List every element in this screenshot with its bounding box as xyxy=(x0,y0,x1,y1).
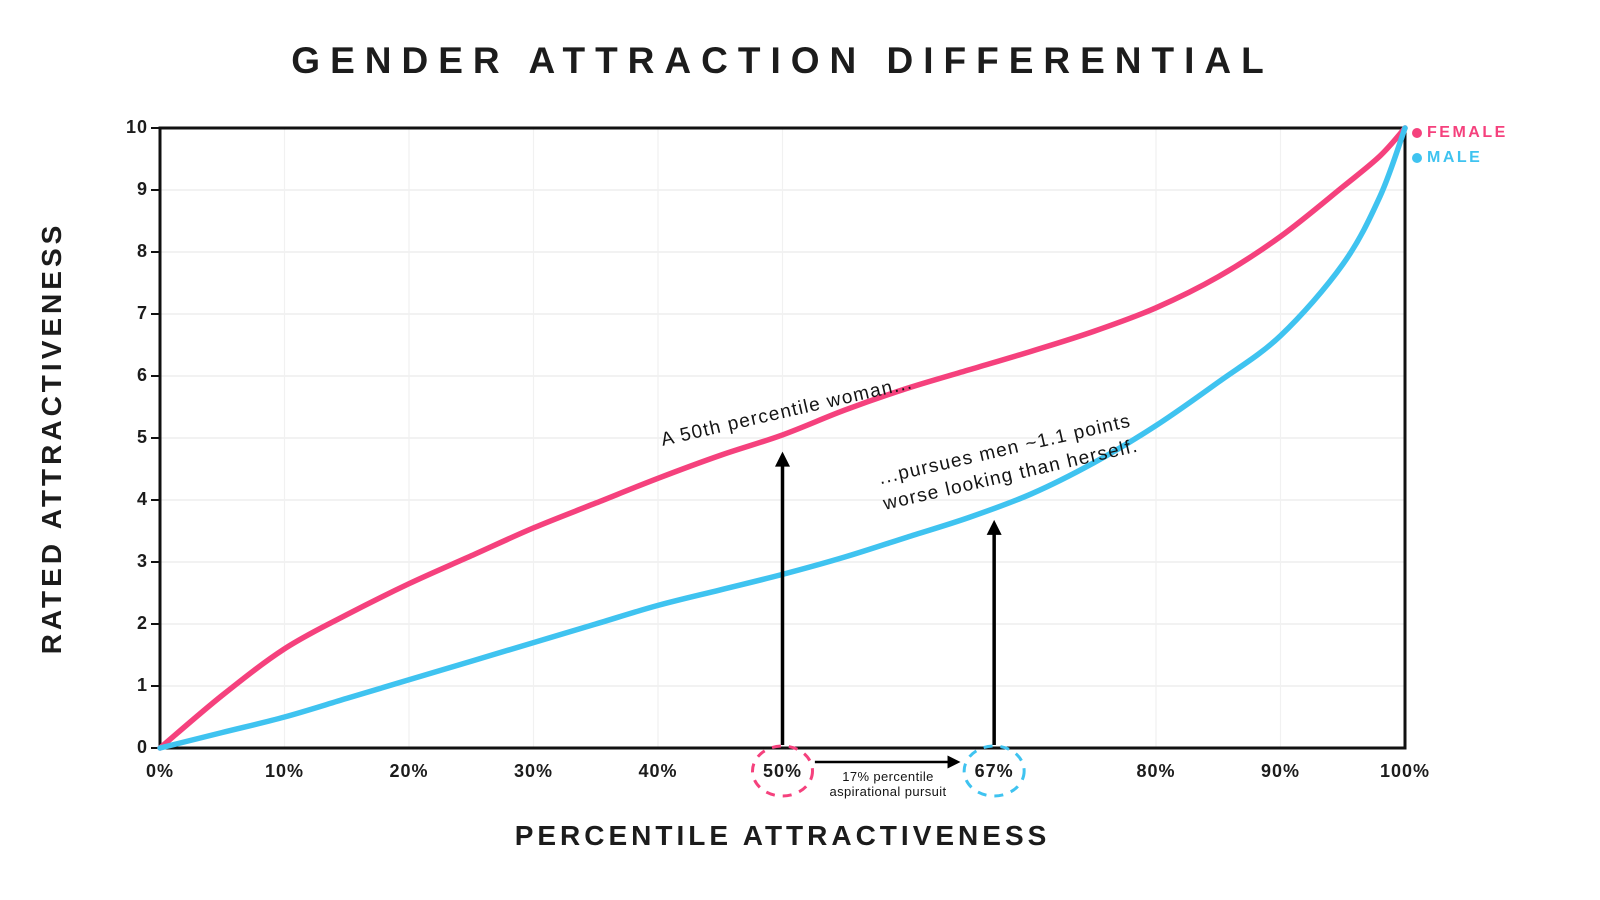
x-tick-label: 50% xyxy=(762,761,803,781)
y-tick-label: 5 xyxy=(136,427,148,447)
legend-label-male: MALE xyxy=(1427,148,1483,166)
x-tick-label: 67% xyxy=(974,761,1014,781)
x-tick-label: 80% xyxy=(1136,761,1176,781)
y-tick-label: 9 xyxy=(136,179,148,199)
y-tick-label: 8 xyxy=(136,241,148,261)
pursuit-arrow-head xyxy=(947,755,961,769)
male-legend-dot-icon xyxy=(1412,152,1422,163)
female-curve xyxy=(157,125,1408,751)
x-tick-label: 20% xyxy=(389,761,429,781)
y-tick-label: 1 xyxy=(136,675,148,695)
x-tick-label: 10% xyxy=(264,761,305,781)
x-tick-label: 40% xyxy=(638,761,678,781)
x-tick-label: 100% xyxy=(1379,761,1431,781)
x-tick-label: 30% xyxy=(513,761,554,781)
legend-item-female: FEMALE xyxy=(1412,120,1508,145)
male-dashed-circle xyxy=(962,744,1026,798)
y-tick-label: 7 xyxy=(136,303,148,323)
y-tick-label: 10 xyxy=(125,117,148,137)
male-curve xyxy=(157,125,1408,751)
y-tick-label: 3 xyxy=(136,551,148,571)
y-axis-title: RATED ATTRACTIVENESS xyxy=(36,221,67,655)
chart-title: GENDER ATTRACTION DIFFERENTIAL xyxy=(291,40,1274,81)
pursuit-line2: aspirational pursuit xyxy=(829,784,947,799)
legend-item-male: MALE xyxy=(1412,145,1508,170)
y-tick-label: 2 xyxy=(136,613,148,633)
vertical-arrow-head xyxy=(986,519,1002,535)
x-axis-title: PERCENTILE ATTRACTIVENESS xyxy=(514,820,1051,851)
vertical-arrow-head xyxy=(775,451,790,467)
x-tick-label: 90% xyxy=(1260,761,1301,781)
x-tick-label: 0% xyxy=(145,761,174,781)
female-dashed-circle xyxy=(751,744,814,798)
pursuit-line1: 17% percentile xyxy=(842,769,934,784)
y-tick-label: 6 xyxy=(136,365,148,385)
plot-border xyxy=(158,126,1407,750)
y-tick-label: 0 xyxy=(136,737,148,757)
legend-label-female: FEMALE xyxy=(1427,123,1508,141)
female-legend-dot-icon xyxy=(1412,127,1422,138)
y-tick-label: 4 xyxy=(136,489,148,509)
legend: FEMALE MALE xyxy=(1412,120,1508,170)
annotation-pursuit: 17% percentile aspirational pursuit xyxy=(818,769,958,799)
